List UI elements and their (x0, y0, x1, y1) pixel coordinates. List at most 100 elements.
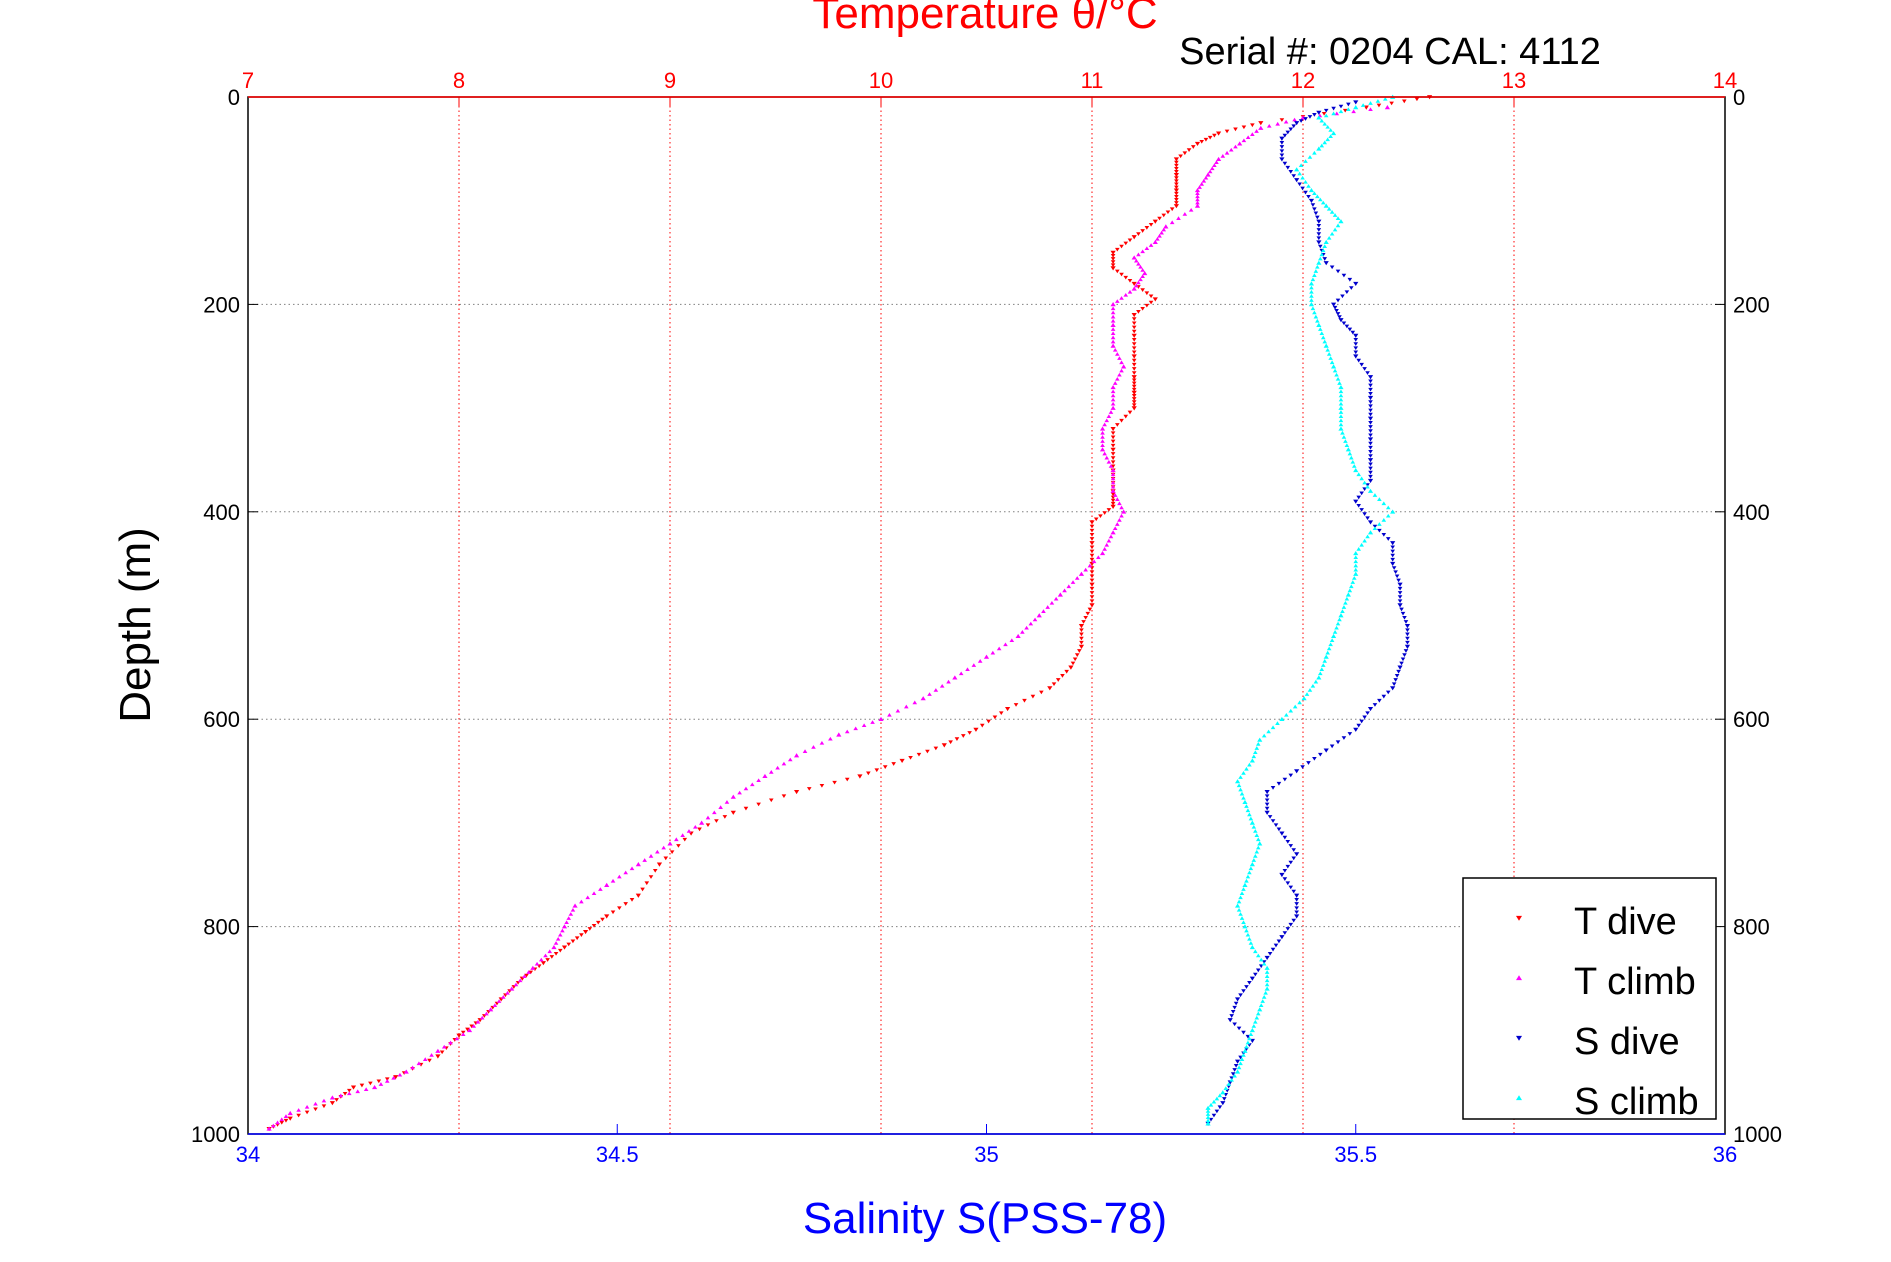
data-point (973, 727, 979, 732)
data-point (1245, 932, 1251, 937)
data-point (1161, 213, 1167, 218)
data-point (1264, 802, 1270, 807)
data-point (1353, 499, 1359, 504)
data-point (1285, 839, 1291, 844)
data-point (1072, 657, 1078, 662)
data-point (1131, 333, 1137, 338)
data-point (1247, 870, 1252, 875)
data-point (1205, 1112, 1211, 1116)
data-point (1079, 640, 1084, 645)
data-point (828, 736, 833, 741)
data-point (342, 1091, 348, 1096)
data-point (422, 1057, 428, 1061)
data-point (1224, 129, 1230, 134)
data-point (874, 768, 880, 773)
data-point (1313, 269, 1319, 273)
data-point (1131, 394, 1137, 398)
data-point (555, 936, 561, 941)
data-point (1100, 439, 1105, 443)
data-point (475, 1019, 481, 1024)
series-s-climb (1205, 94, 1396, 1126)
data-point (1343, 600, 1348, 605)
data-point (697, 827, 702, 832)
legend-label: S dive (1574, 1021, 1680, 1063)
data-point (1288, 773, 1294, 778)
data-point (1325, 347, 1330, 352)
data-point (1110, 405, 1116, 410)
data-point (1123, 275, 1129, 280)
data-point (1261, 995, 1267, 999)
data-point (1110, 310, 1116, 315)
data-point (524, 973, 529, 978)
data-point (1353, 567, 1359, 572)
data-point (1203, 175, 1209, 180)
data-point (1377, 698, 1382, 703)
data-point (996, 646, 1002, 651)
data-point (1372, 526, 1378, 531)
data-point (1300, 175, 1305, 180)
data-point (1163, 224, 1169, 229)
data-point (1351, 576, 1357, 580)
data-point (756, 802, 761, 807)
data-point (1232, 1073, 1237, 1078)
legend-marker (1516, 975, 1522, 981)
data-point (1110, 339, 1116, 344)
data-point (1131, 400, 1137, 404)
axis-ticks: 7 8 9 10 11 12 13 14 34 34.5 35 35.5 36 0 0 200 200 400 40… (191, 68, 1782, 1167)
data-point (1332, 630, 1338, 634)
data-point (1131, 354, 1137, 359)
data-point (355, 1089, 361, 1094)
data-point (1306, 184, 1311, 188)
data-point (1131, 281, 1137, 286)
data-point (1385, 537, 1391, 541)
data-point (1329, 265, 1335, 270)
data-point (1308, 198, 1315, 204)
data-point (958, 671, 964, 676)
data-point (534, 961, 540, 966)
data-point (393, 1075, 399, 1080)
data-point (925, 749, 930, 754)
data-point (1353, 467, 1359, 473)
data-point (1397, 599, 1403, 604)
data-point (1349, 455, 1354, 460)
data-point (1362, 715, 1367, 720)
data-point (1089, 524, 1095, 529)
data-point (1045, 605, 1050, 609)
data-point (1119, 513, 1124, 518)
data-point (1414, 97, 1420, 102)
data-point (1089, 578, 1095, 583)
data-point (794, 753, 800, 758)
data-point (1270, 947, 1276, 952)
data-point (378, 1082, 384, 1086)
data-point (1353, 727, 1359, 732)
data-point (1405, 628, 1410, 633)
data-point (1020, 630, 1025, 634)
data-point (329, 1095, 335, 1100)
data-point (1176, 216, 1181, 220)
data-point (1070, 661, 1076, 666)
data-point (1136, 310, 1141, 314)
data-point (1134, 258, 1139, 263)
data-point (1110, 343, 1116, 348)
data-point (1140, 268, 1145, 272)
data-point (1119, 296, 1124, 300)
data-point (1258, 125, 1264, 130)
data-point (1264, 965, 1270, 970)
data-point (1174, 170, 1179, 174)
data-point (1320, 200, 1326, 205)
data-point (1316, 260, 1322, 265)
data-point (1099, 426, 1106, 431)
depth-tick-label-right: 400 (1733, 500, 1770, 525)
salinity-tick-label: 35.5 (1334, 1142, 1377, 1167)
data-point (1205, 1109, 1211, 1113)
data-point (1264, 810, 1270, 815)
data-point (1211, 1113, 1217, 1118)
data-point (275, 1120, 280, 1125)
data-point (1220, 154, 1226, 158)
data-point (1174, 182, 1179, 187)
data-point (1089, 595, 1095, 599)
data-point (1322, 257, 1328, 261)
data-point (1344, 324, 1350, 329)
data-point (1372, 493, 1378, 497)
data-point (1232, 1068, 1237, 1072)
